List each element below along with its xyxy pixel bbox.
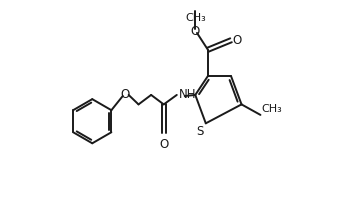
Text: CH₃: CH₃ [185, 13, 206, 23]
Text: O: O [159, 138, 168, 151]
Text: O: O [232, 34, 241, 47]
Text: O: O [120, 88, 129, 101]
Text: NH: NH [178, 88, 196, 101]
Text: O: O [191, 25, 200, 38]
Text: CH₃: CH₃ [262, 104, 282, 114]
Text: S: S [196, 125, 204, 138]
